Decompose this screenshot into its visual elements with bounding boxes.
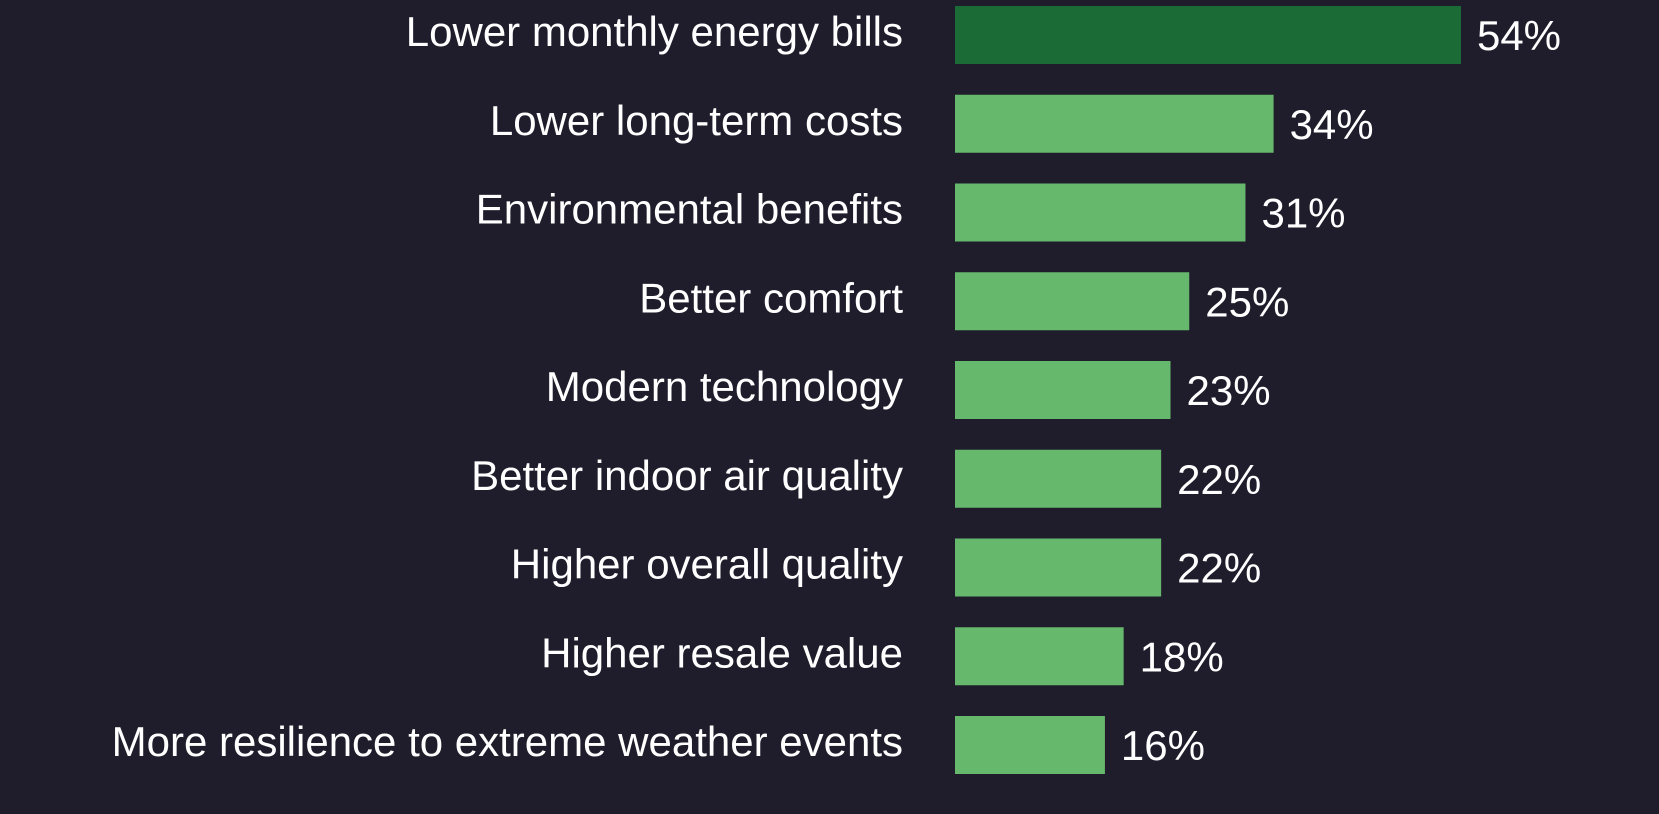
bar [955,183,1246,242]
value-label: 18% [1140,633,1224,680]
category-label: Higher overall quality [511,541,903,588]
bar [955,538,1162,597]
bar [955,94,1274,153]
value-label: 22% [1177,456,1261,503]
category-label: Modern technology [546,363,903,410]
category-label: Environmental benefits [476,186,903,233]
category-label: Better indoor air quality [471,452,903,499]
category-label: Lower monthly energy bills [406,8,903,55]
bar [955,6,1461,64]
category-label: Higher resale value [541,629,903,676]
category-label: More resilience to extreme weather event… [112,718,903,765]
category-label: Better comfort [639,274,903,321]
value-label: 54% [1477,12,1561,59]
category-label: Lower long-term costs [490,97,903,144]
value-label: 31% [1261,190,1345,237]
bar [955,272,1190,331]
value-label: 23% [1187,367,1271,414]
value-label: 34% [1290,101,1374,148]
value-label: 16% [1121,722,1205,769]
bar [955,361,1171,419]
bar [955,627,1124,686]
value-label: 22% [1177,545,1261,592]
bar [955,716,1105,774]
bar [955,449,1162,508]
value-label: 25% [1205,278,1289,325]
